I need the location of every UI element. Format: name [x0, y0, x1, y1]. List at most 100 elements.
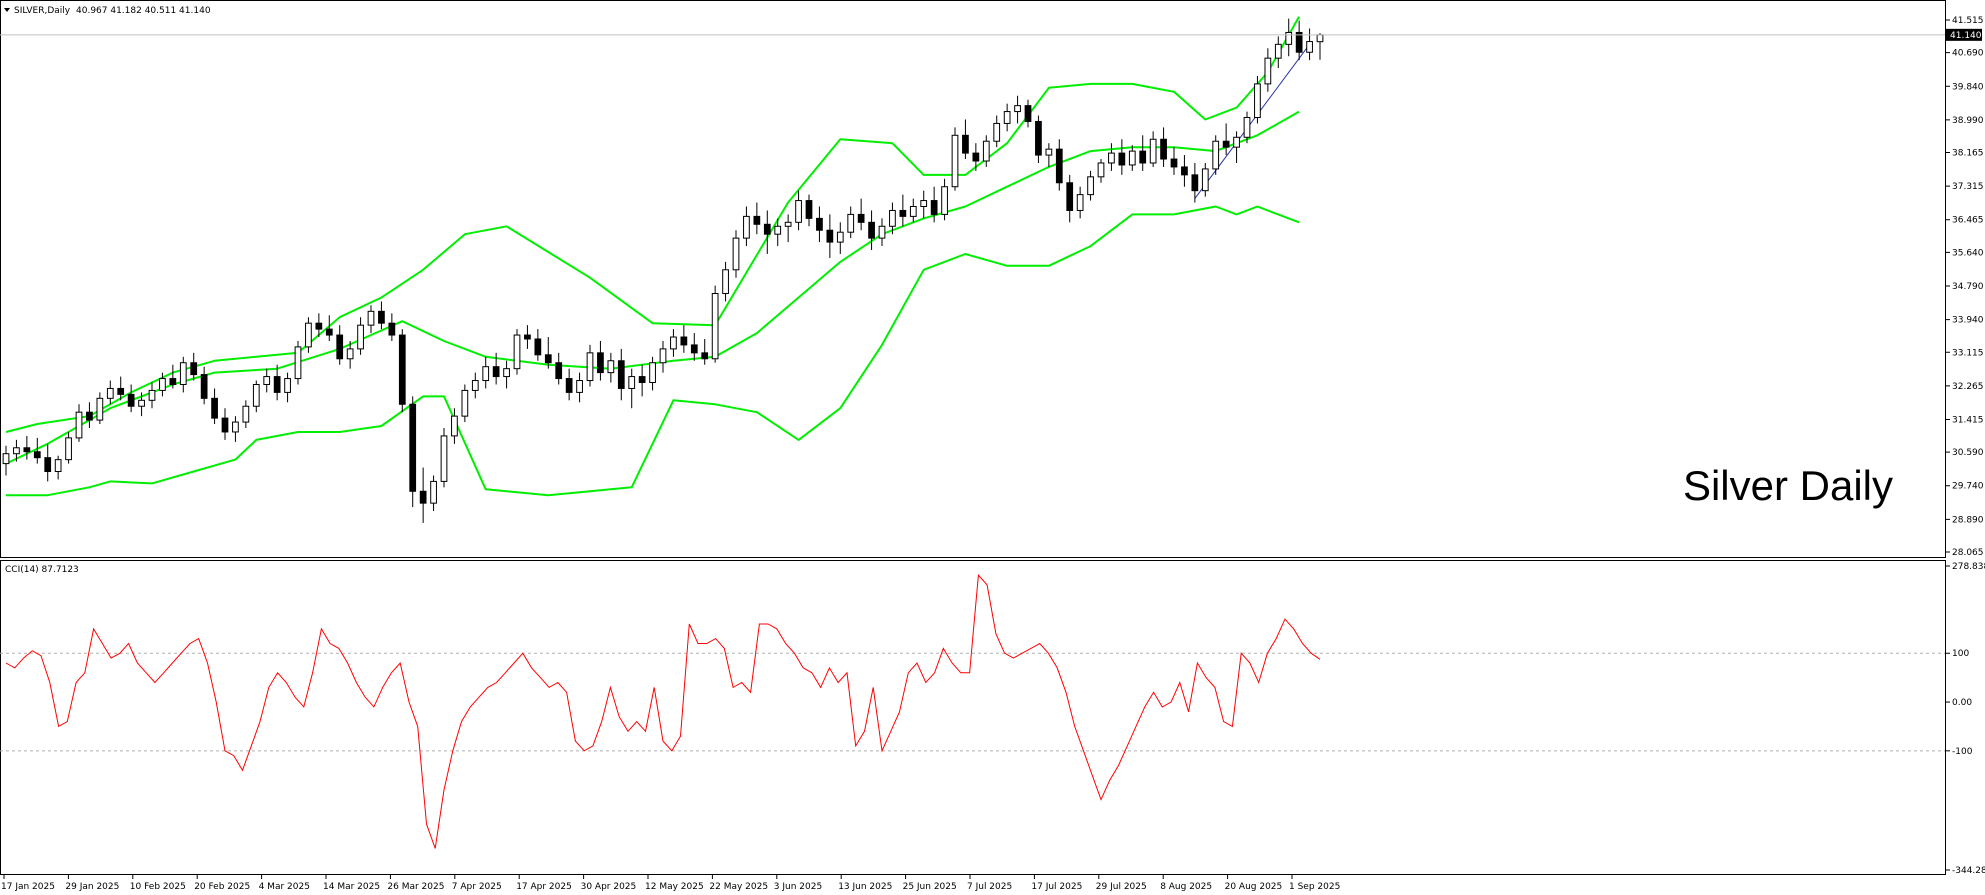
candle [503, 360, 510, 389]
candle-body-bull [1316, 34, 1324, 43]
candle-body-bull [106, 387, 114, 399]
candle-body-bull [1003, 111, 1011, 124]
current-price-box [1946, 28, 1982, 41]
candle [784, 214, 792, 243]
chart-menu-triangle-icon[interactable] [4, 8, 10, 12]
candle-body-bear [972, 152, 980, 162]
cci-tick-label: 278.8385 [1952, 562, 1985, 572]
date-tick-label: 14 Mar 2025 [323, 882, 380, 892]
candle-body-bear [680, 336, 688, 346]
candle-body-bull [263, 376, 271, 385]
candle [1003, 103, 1011, 132]
candle [951, 127, 959, 191]
candle-body-bear [816, 217, 823, 231]
candle [930, 186, 938, 223]
candle [941, 178, 948, 221]
price-tick-label: 28.065 [1952, 548, 1984, 558]
candle [398, 329, 406, 413]
candle-body-bull [795, 200, 802, 223]
candle-body-bull [367, 310, 375, 326]
candle-body-bull [628, 376, 636, 389]
candle [492, 352, 500, 385]
candle-body-bull [346, 348, 354, 360]
candle [44, 443, 52, 482]
candle [1108, 143, 1115, 171]
candle-body-bull [252, 383, 260, 407]
candle-body-bull [784, 221, 792, 227]
candle [378, 301, 385, 330]
candle-body-bear [378, 310, 385, 324]
price-axis: 41.515 40.690 39.840 38.990 38.165 37.315 36.4… [1945, 16, 1984, 558]
date-tick-label: 17 Apr 2025 [516, 882, 572, 892]
candle-body-bull [649, 362, 656, 384]
candle-body-bear [805, 200, 813, 219]
candle-body-bull [1306, 41, 1313, 53]
candle-body-bull [284, 378, 291, 393]
candle [889, 202, 896, 235]
candle [607, 352, 615, 383]
price-panel-frame [0, 0, 1946, 558]
candle-body-bull [1285, 31, 1293, 45]
price-tick-label: 32.265 [1952, 382, 1984, 392]
trendline[interactable] [1194, 44, 1310, 199]
candle-body-bull [982, 140, 990, 162]
candle-body-bear [127, 393, 135, 407]
cci-tick-label: -100 [1952, 747, 1973, 757]
candle [75, 404, 83, 442]
candle-body-bull [148, 389, 156, 401]
candle [461, 384, 469, 423]
candle-body-bull [607, 360, 615, 374]
candle-body-bear [701, 352, 709, 360]
price-tick-label: 29.740 [1952, 482, 1984, 492]
candle-body-bull [1076, 194, 1084, 211]
candle [597, 340, 604, 381]
candle [513, 329, 521, 375]
cci-panel-frame [0, 560, 1946, 875]
price-panel: SILVER,Daily 40.967 41.182 40.511 41.140… [0, 0, 1946, 558]
candle-body-bull [503, 368, 510, 378]
candle-body-bull [430, 480, 437, 504]
current-price-text: 41.140 [1950, 31, 1982, 41]
candle-body-bear [690, 344, 698, 354]
cci-line [5, 574, 1321, 849]
candle-body-bear [409, 403, 417, 492]
candle-body-bear [763, 223, 771, 235]
date-tick-label: 10 Feb 2025 [130, 882, 186, 892]
date-tick-label: 8 Aug 2025 [1160, 882, 1212, 892]
candle-body-bear [565, 378, 573, 393]
candle [159, 372, 166, 397]
candle [816, 206, 823, 243]
candle-body-bull [159, 378, 166, 391]
price-tick-label: 41.515 [1952, 16, 1984, 26]
ohlc-readout: 40.967 41.182 40.511 41.140 [76, 6, 211, 16]
candle [273, 364, 281, 401]
candle [409, 396, 417, 508]
price-tick-label: 33.115 [1952, 348, 1984, 358]
candle [722, 261, 729, 302]
candle-body-bull [732, 237, 740, 271]
cci-panel: CCI(14) 87.7123 [0, 560, 1946, 875]
candle [1035, 115, 1042, 163]
candle [440, 427, 448, 488]
candle-body-bear [44, 457, 52, 473]
candle [795, 190, 802, 231]
candle-body-bear [534, 338, 542, 356]
candle-body-bull [993, 122, 1001, 142]
price-tick-label: 38.165 [1952, 149, 1984, 159]
candle [972, 143, 980, 171]
candle [1212, 135, 1220, 175]
price-tick-label: 34.790 [1952, 282, 1984, 292]
candle-body-bull [13, 447, 20, 455]
candle [1254, 75, 1261, 124]
candle [1222, 123, 1230, 156]
candle-body-bull [305, 322, 312, 348]
candle [909, 198, 917, 223]
date-tick-label: 7 Apr 2025 [452, 882, 502, 892]
candle [690, 333, 698, 361]
candle [732, 230, 740, 278]
candle [13, 439, 20, 462]
candle [670, 329, 677, 357]
candle-body-bull [1128, 150, 1136, 166]
cci-label: CCI(14) 87.7123 [5, 565, 79, 575]
candle [1118, 139, 1126, 175]
